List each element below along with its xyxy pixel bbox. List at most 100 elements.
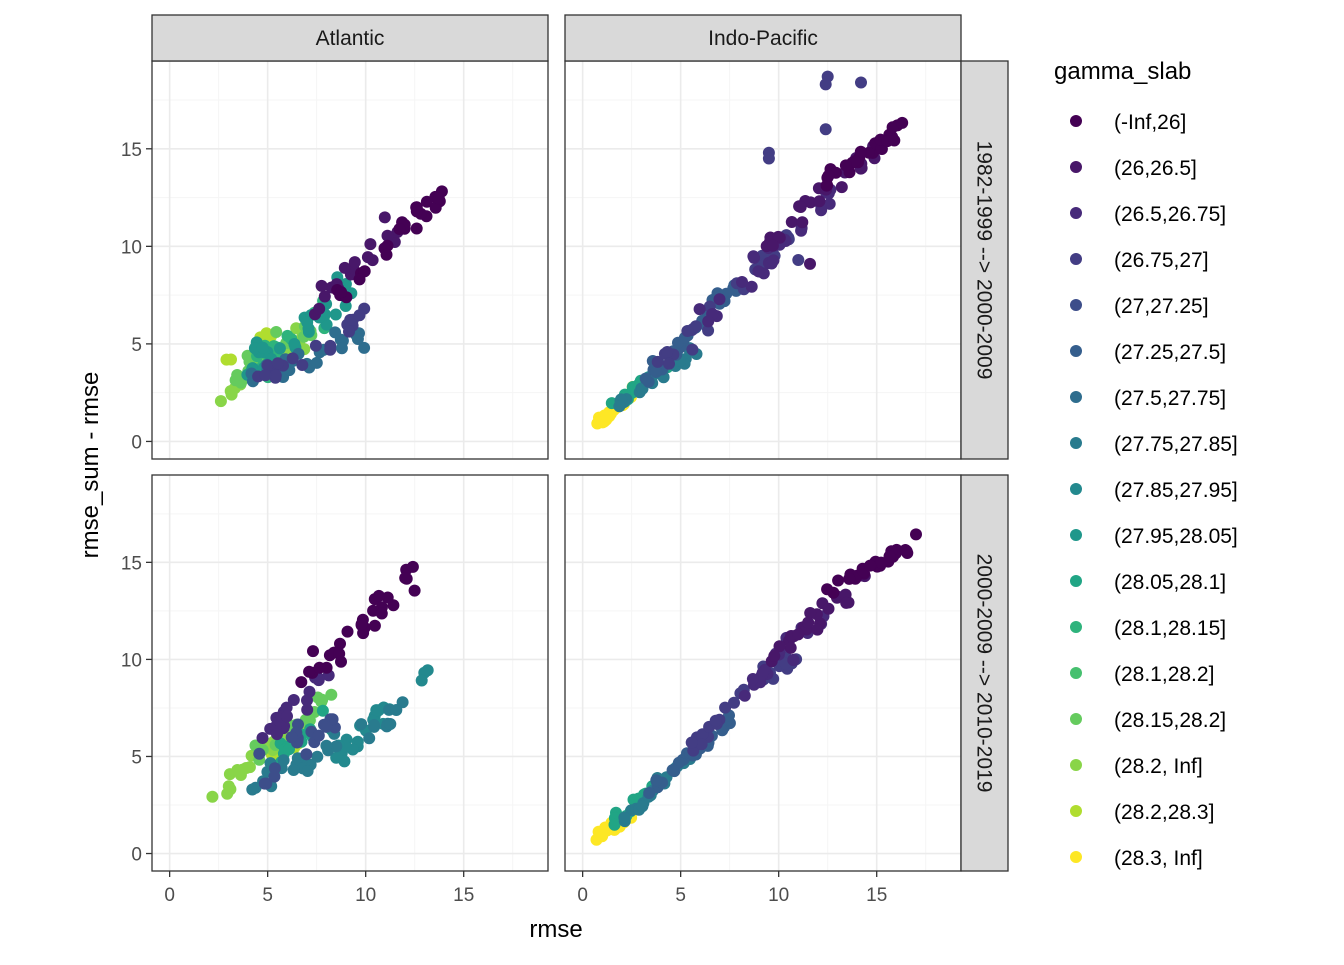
legend-key	[1070, 391, 1082, 403]
panel-3	[151, 474, 549, 872]
y-tick-label: 5	[131, 747, 142, 768]
data-point	[325, 688, 338, 701]
points-group	[214, 185, 448, 408]
legend: gamma_slab (-Inf,26] (26,26.5] (26.5,26.75…	[1054, 58, 1238, 870]
data-point	[313, 302, 326, 315]
data-point	[855, 76, 867, 89]
data-point	[311, 750, 324, 763]
data-point	[303, 714, 316, 727]
y-axis-title: rmse_sum - rmse	[77, 372, 104, 559]
data-point	[343, 325, 355, 338]
x-tick-label: 0	[164, 885, 175, 906]
data-point	[886, 121, 899, 134]
data-point	[231, 764, 244, 776]
data-point	[666, 764, 679, 777]
data-point	[864, 559, 877, 572]
data-point	[663, 357, 675, 370]
x-tick-label: 10	[768, 885, 789, 906]
legend-label: (27.5,27.75]	[1114, 387, 1226, 410]
data-point	[686, 343, 699, 356]
data-point	[224, 783, 237, 796]
data-point	[713, 293, 726, 306]
data-point	[627, 793, 640, 806]
data-point	[368, 719, 381, 732]
data-point	[335, 286, 348, 299]
legend-item: (-Inf,26]	[1070, 111, 1186, 134]
strip-label: 1982-1999 --> 2000-2009	[973, 141, 996, 380]
data-point	[821, 583, 834, 596]
strip-col-2: Indo-Pacific	[564, 14, 962, 62]
data-point	[802, 616, 815, 629]
data-point	[840, 596, 853, 609]
data-point	[768, 650, 781, 662]
strip-background	[960, 474, 1009, 872]
data-point	[285, 731, 298, 744]
y-tick-label: 15	[121, 140, 142, 161]
data-point	[796, 216, 809, 229]
data-point	[410, 222, 423, 235]
panel-1	[151, 60, 549, 460]
data-point	[269, 369, 282, 382]
data-point	[773, 640, 786, 653]
data-point	[224, 385, 237, 398]
data-point	[335, 342, 348, 355]
data-point	[390, 704, 403, 716]
legend-label: (28.1,28.15]	[1114, 617, 1226, 640]
x-tick-label: 15	[453, 885, 474, 906]
points-group	[590, 528, 922, 846]
data-point	[822, 602, 835, 615]
data-point	[736, 276, 748, 288]
data-point	[651, 355, 664, 368]
data-point	[381, 229, 394, 242]
x-axis-title: rmse	[529, 916, 582, 943]
data-point	[288, 338, 301, 350]
legend-key	[1070, 575, 1082, 587]
legend-item: (27.75,27.85]	[1070, 433, 1238, 456]
data-point	[287, 694, 300, 706]
data-point	[745, 280, 758, 293]
data-point	[310, 356, 323, 369]
data-point	[225, 353, 237, 366]
data-point	[372, 589, 385, 602]
data-point	[303, 665, 316, 678]
legend-label: (28.15,28.2]	[1114, 709, 1226, 732]
data-point	[348, 256, 361, 269]
legend-item: (27.5,27.75]	[1070, 387, 1226, 410]
data-point	[353, 273, 366, 286]
legend-item: (28.3, Inf]	[1070, 847, 1203, 870]
data-point	[355, 718, 368, 731]
legend-key	[1070, 207, 1082, 219]
data-point	[819, 123, 832, 136]
legend-label: (26.5,26.75]	[1114, 203, 1226, 226]
data-point	[370, 704, 383, 717]
legend-item: (26,26.5]	[1070, 157, 1197, 180]
data-point	[432, 192, 445, 205]
data-point	[773, 231, 786, 244]
legend-key	[1070, 713, 1082, 725]
legend-label: (28.1,28.2]	[1114, 663, 1214, 686]
data-point	[353, 309, 366, 322]
legend-item: (27.95,28.05]	[1070, 525, 1238, 548]
data-point	[280, 701, 293, 714]
data-point	[316, 693, 329, 706]
y-tick-label: 10	[121, 237, 142, 258]
data-point	[334, 637, 346, 650]
data-point	[608, 818, 621, 831]
legend-item: (27,27.25]	[1070, 295, 1209, 318]
data-point	[214, 395, 227, 408]
data-point	[241, 349, 254, 362]
legend-key	[1070, 759, 1082, 771]
data-point	[368, 619, 381, 632]
data-point	[333, 647, 346, 660]
strip-background	[960, 60, 1009, 460]
data-point	[358, 341, 371, 354]
strip-label: 2000-2009 --> 2010-2019	[973, 554, 996, 793]
data-point	[313, 661, 326, 674]
data-point	[329, 326, 342, 339]
data-point	[747, 250, 760, 263]
data-point	[823, 197, 836, 210]
data-point	[832, 574, 845, 587]
data-point	[300, 748, 313, 761]
data-point	[324, 343, 337, 356]
